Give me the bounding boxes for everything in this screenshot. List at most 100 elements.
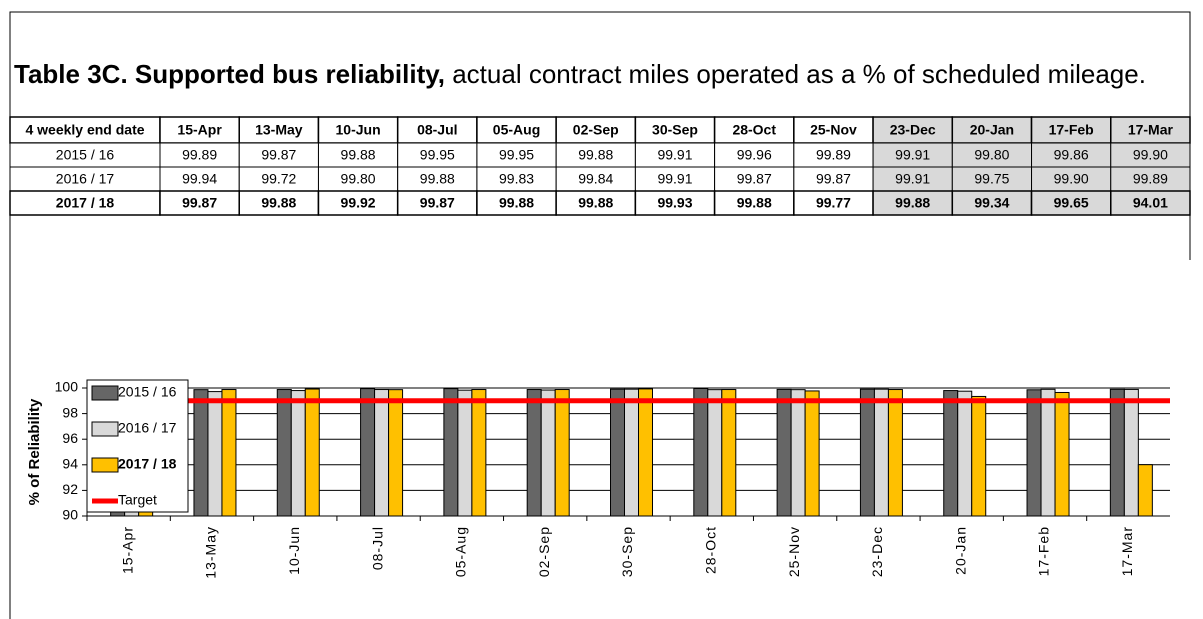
bar bbox=[443, 388, 459, 517]
x-tick-label: 02-Sep bbox=[536, 526, 552, 577]
legend-swatch bbox=[91, 385, 119, 401]
table-cell bbox=[1110, 166, 1191, 192]
cell-text: 99.88 bbox=[578, 147, 613, 163]
cell-text: 99.91 bbox=[657, 171, 692, 187]
bar bbox=[1040, 388, 1056, 517]
legend-label: 2015 / 16 bbox=[118, 384, 177, 400]
x-tick-label: 13-May bbox=[203, 526, 219, 579]
cell-text: 99.92 bbox=[341, 195, 376, 211]
x-tick-label: 17-Mar bbox=[1119, 526, 1135, 576]
cell-text: 94.01 bbox=[1133, 195, 1168, 211]
cell-text: 2015 / 16 bbox=[56, 147, 115, 163]
x-tick-label: 20-Jan bbox=[952, 526, 968, 575]
cell-text: 99.96 bbox=[737, 147, 772, 163]
cell-text: 99.87 bbox=[420, 195, 455, 211]
bar bbox=[1109, 388, 1125, 517]
cell-text: 99.87 bbox=[261, 147, 296, 163]
x-tick-label: 28-Oct bbox=[703, 526, 719, 574]
table-cell bbox=[951, 142, 1033, 168]
header-text: 17-Mar bbox=[1128, 122, 1174, 138]
x-tick-label: 08-Jul bbox=[369, 526, 385, 570]
cell-text: 99.91 bbox=[657, 147, 692, 163]
table-cell bbox=[555, 142, 636, 168]
header-text: 4 weekly end date bbox=[25, 122, 144, 138]
cell-text: 99.65 bbox=[1054, 195, 1089, 211]
bar bbox=[1054, 391, 1070, 517]
bar bbox=[721, 389, 737, 517]
bar bbox=[554, 389, 570, 517]
cell-text: 99.91 bbox=[895, 171, 930, 187]
x-tick-label: 05-Aug bbox=[453, 526, 469, 577]
bar bbox=[276, 389, 292, 517]
header-text: 15-Apr bbox=[177, 122, 222, 138]
header-text: 30-Sep bbox=[652, 122, 698, 138]
table-cell bbox=[397, 142, 478, 168]
cell-text: 99.91 bbox=[895, 147, 930, 163]
table-cell bbox=[317, 190, 399, 216]
bar bbox=[859, 388, 875, 517]
bar bbox=[957, 390, 973, 517]
bar bbox=[290, 390, 306, 517]
table-cell bbox=[634, 190, 716, 216]
legend-label: 2017 / 18 bbox=[118, 456, 177, 472]
bar bbox=[221, 389, 237, 517]
x-tick-label: 10-Jun bbox=[286, 526, 302, 575]
cell-text: 99.88 bbox=[578, 195, 613, 211]
bar bbox=[624, 388, 639, 517]
cell-text: 99.72 bbox=[261, 171, 296, 187]
cell-text: 99.83 bbox=[499, 171, 534, 187]
legend-label: Target bbox=[118, 492, 157, 508]
cell-text: 99.93 bbox=[657, 195, 692, 211]
table-cell bbox=[634, 142, 716, 168]
y-axis-label: % of Reliability bbox=[26, 398, 43, 505]
header-text: 20-Jan bbox=[970, 122, 1014, 138]
header-text: 10-Jun bbox=[336, 122, 381, 138]
cell-text: 99.75 bbox=[974, 171, 1009, 187]
table-cell bbox=[476, 190, 557, 216]
table-cell bbox=[951, 190, 1033, 216]
table-cell bbox=[555, 190, 637, 216]
table-cell bbox=[396, 116, 478, 144]
cell-text: 99.88 bbox=[341, 147, 376, 163]
title-box bbox=[9, 11, 1191, 118]
table-cell bbox=[1031, 142, 1112, 168]
cell-text: 99.34 bbox=[974, 195, 1009, 211]
bar bbox=[693, 388, 709, 517]
cell-text: 99.95 bbox=[420, 147, 455, 163]
bar bbox=[388, 389, 404, 517]
cell-text: 99.89 bbox=[816, 147, 851, 163]
bar bbox=[374, 389, 390, 517]
header-text: 13-May bbox=[255, 122, 303, 138]
header-text: 25-Nov bbox=[810, 122, 857, 138]
bar bbox=[193, 389, 209, 517]
table-cell bbox=[9, 142, 161, 168]
cell-text: 99.88 bbox=[737, 195, 772, 211]
bar bbox=[1137, 464, 1153, 517]
bar bbox=[943, 390, 959, 517]
cell-text: 99.88 bbox=[261, 195, 296, 211]
table-cell bbox=[793, 190, 874, 216]
header-text: 08-Jul bbox=[417, 122, 457, 138]
y-tick-label: 98 bbox=[62, 404, 78, 420]
table-cell bbox=[1110, 190, 1191, 216]
legend-label: 2016 / 17 bbox=[118, 420, 177, 436]
x-tick-label: 17-Feb bbox=[1036, 526, 1052, 576]
table-cell bbox=[1030, 116, 1112, 144]
bar bbox=[540, 389, 556, 517]
y-tick-label: 92 bbox=[62, 481, 78, 497]
y-tick-label: 96 bbox=[62, 430, 78, 446]
table-cell bbox=[159, 166, 240, 192]
cell-text: 99.80 bbox=[341, 171, 376, 187]
header-text: 02-Sep bbox=[573, 122, 619, 138]
header-text: 05-Aug bbox=[493, 122, 540, 138]
cell-text: 2016 / 17 bbox=[56, 171, 115, 187]
table-cell bbox=[872, 116, 954, 144]
y-tick-label: 94 bbox=[62, 456, 78, 472]
cell-text: 99.89 bbox=[182, 147, 217, 163]
bar bbox=[1026, 389, 1042, 517]
table-cell bbox=[476, 142, 557, 168]
bar bbox=[971, 395, 987, 517]
table-cell bbox=[238, 190, 320, 216]
table: 4 weekly end date 15-Apr 13-May 10-Jun 08-Ju… bbox=[9, 116, 1191, 216]
